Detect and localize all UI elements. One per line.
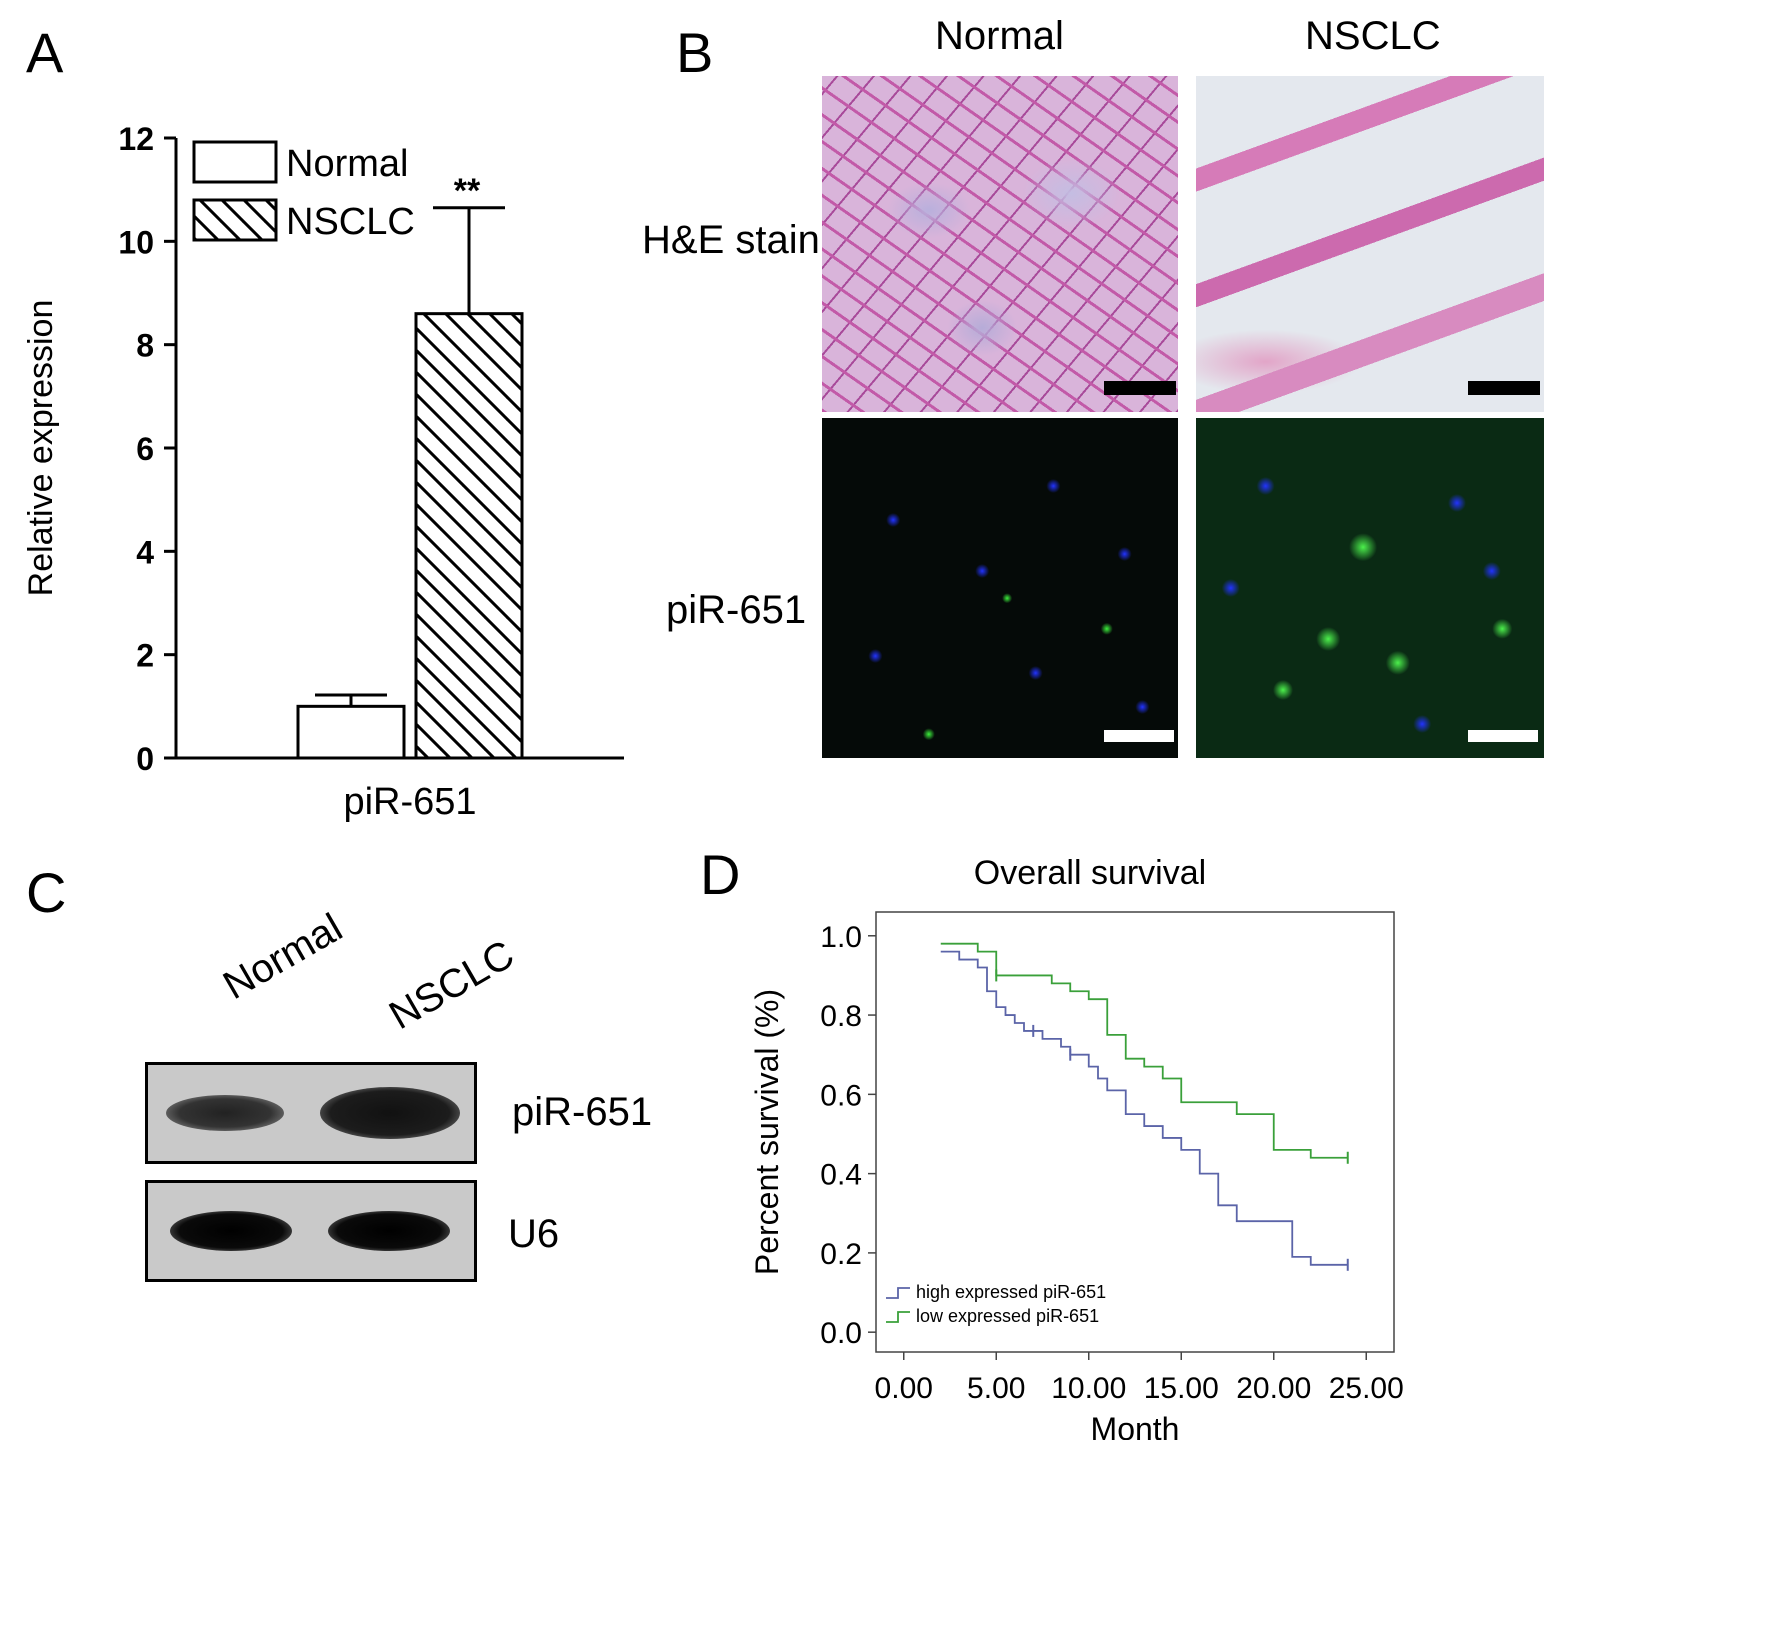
blot-band-normal-u6 [170, 1211, 292, 1251]
y-tick-label: 0.4 [820, 1159, 862, 1192]
survival-curve-low [940, 942, 1348, 1159]
y-tick-label: 12 [118, 121, 154, 157]
y-tick-label: 0 [136, 741, 154, 777]
panel-b-letter: B [676, 21, 714, 84]
x-tick-label: 0.00 [875, 1372, 933, 1405]
x-tick-label: 25.00 [1329, 1372, 1404, 1405]
x-tick-label: 10.00 [1051, 1372, 1126, 1405]
x-category-label: piR-651 [343, 781, 476, 823]
y-axis-label: Percent survival (%) [749, 989, 785, 1275]
y-tick-label: 4 [136, 534, 154, 570]
panel-d-letter: D [700, 843, 741, 906]
survival-chart: Overall survival 0.0 0.2 0.4 0.6 0.8 1.0 0.00 5.… [749, 854, 1404, 1440]
legend-label: low expressed piR-651 [916, 1306, 1099, 1326]
if-nsclc-scale-bar [1468, 730, 1538, 742]
survival-curve-high [940, 950, 1348, 1266]
y-axis-label: Relative expression [22, 300, 60, 597]
he-normal-image [822, 76, 1178, 412]
chart-title: Overall survival [974, 854, 1206, 892]
y-tick-label: 6 [136, 431, 154, 467]
blot-pir-651 [145, 1062, 477, 1164]
bar-chart: 0 2 4 6 8 10 12 Relative expression ** piR-651 Nor… [22, 121, 624, 823]
legend-label: high expressed piR-651 [916, 1282, 1106, 1302]
blot-band-normal-pir [166, 1095, 284, 1131]
legend-label: Normal [286, 143, 408, 185]
y-tick-label: 0.2 [820, 1238, 862, 1271]
x-tick-label: 15.00 [1144, 1372, 1219, 1405]
y-tick-label: 0.8 [820, 1000, 862, 1033]
y-tick-label: 0.6 [820, 1079, 862, 1112]
blot-band-nsclc-pir [320, 1087, 460, 1139]
column-label-nsclc: NSCLC [1305, 14, 1441, 58]
significance-annotation: ** [454, 172, 481, 210]
column-label-normal: Normal [935, 14, 1064, 58]
he-normal-scale-bar [1104, 381, 1176, 395]
y-tick-label: 10 [118, 224, 154, 260]
row-label-pir-651: piR-651 [666, 588, 807, 632]
bar-nsclc [414, 312, 524, 760]
lane-label-nsclc: NSCLC [382, 932, 522, 1039]
band-label-pir-651: piR-651 [512, 1090, 653, 1134]
if-nsclc-image [1196, 418, 1544, 758]
legend-swatch [192, 140, 278, 184]
band-label-u6: U6 [508, 1212, 560, 1256]
panel-c-letter: C [26, 861, 67, 924]
legend-swatch [886, 1287, 910, 1299]
legend-swatch [886, 1311, 910, 1323]
x-tick-label: 5.00 [967, 1372, 1025, 1405]
legend-swatch [192, 198, 278, 242]
lane-label-normal: Normal [216, 905, 350, 1009]
panel-a-letter: A [26, 21, 64, 84]
if-normal-scale-bar [1104, 730, 1174, 742]
if-normal-image [822, 418, 1178, 758]
blot-u6 [145, 1180, 477, 1282]
y-tick-label: 0.0 [820, 1317, 862, 1350]
x-axis-label: Month [1091, 1411, 1180, 1440]
plot-frame [875, 911, 1395, 1353]
bar-normal [296, 704, 406, 760]
he-nsclc-image [1196, 76, 1544, 412]
he-nsclc-scale-bar [1468, 381, 1540, 395]
y-tick-label: 1.0 [820, 921, 862, 954]
y-tick-label: 8 [136, 328, 154, 364]
x-tick-label: 20.00 [1236, 1372, 1311, 1405]
legend-label: NSCLC [286, 201, 415, 243]
blot-band-nsclc-u6 [328, 1211, 450, 1251]
row-label-he-stain: H&E stain [642, 218, 820, 262]
y-tick-label: 2 [136, 638, 154, 674]
